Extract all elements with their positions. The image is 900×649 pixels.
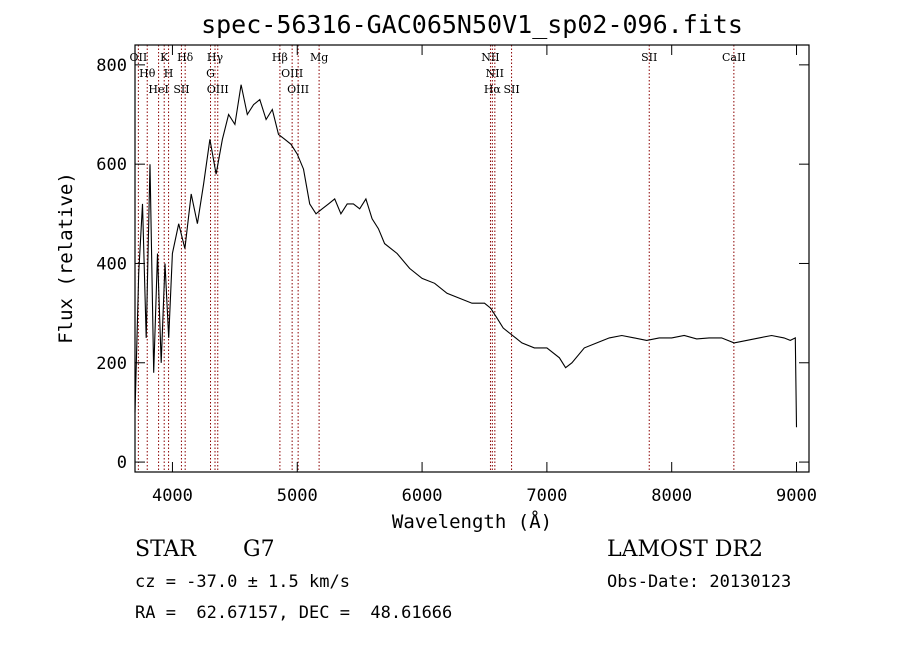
chart-title: spec-56316-GAC065N50V1_sp02-096.fits [201, 10, 743, 39]
plot-frame [134, 44, 810, 473]
spectral-line-label: OIII [281, 67, 303, 80]
spectral-line-label: SII [503, 83, 519, 96]
spectral-line-label: NII [481, 51, 499, 64]
spectral-line-label: SII [641, 51, 657, 64]
y-axis-label: Flux (relative) [55, 172, 77, 344]
spectral-line-label: K [160, 51, 169, 64]
y-tick-label: 800 [96, 56, 127, 76]
object-class: STAR [135, 537, 196, 562]
spectrum-chart: spec-56316-GAC065N50V1_sp02-096.fits OII… [55, 10, 817, 533]
x-axis-label: Wavelength (Å) [392, 510, 552, 533]
spectral-line-label: Hα [484, 83, 502, 96]
spectral-line-label: Hδ [177, 51, 194, 64]
spectral-line-label: Mg [310, 51, 328, 64]
x-tick-label: 7000 [526, 486, 567, 506]
spectral-line-label: Hβ [272, 51, 288, 64]
y-tick-label: 200 [96, 354, 127, 374]
spectrum-line [134, 84, 798, 428]
x-tick-label: 4000 [152, 486, 193, 506]
spectral-line-label: SII [173, 83, 189, 96]
spectral-line-label: OII [130, 51, 148, 64]
spectral-line-label: Hγ [207, 51, 224, 64]
x-tick-label: 9000 [776, 486, 817, 506]
y-tick-label: 0 [117, 453, 127, 473]
spectral-line-label: H [164, 67, 174, 80]
x-axis-ticks: 4000 5000 6000 7000 8000 9000 [152, 45, 817, 506]
object-subclass: G7 [243, 537, 275, 562]
redshift-line: cz = -37.0 ± 1.5 km/s [135, 572, 350, 592]
spectral-line-label: Hθ [139, 67, 156, 80]
survey-label: LAMOST DR2 [607, 537, 763, 562]
spectral-line-label: CaII [722, 51, 746, 64]
obs-date: Obs-Date: 20130123 [607, 572, 792, 592]
y-axis-ticks: 0 200 400 600 800 [96, 56, 809, 473]
spectral-line-label: OIII [287, 83, 309, 96]
spectral-line-label: HeI [148, 83, 168, 96]
y-tick-label: 400 [96, 254, 127, 274]
x-tick-label: 5000 [277, 486, 318, 506]
coordinates-line: RA = 62.67157, DEC = 48.61666 [135, 603, 453, 623]
spectral-line-label: G [206, 67, 215, 80]
x-tick-label: 8000 [651, 486, 692, 506]
spectral-line-label: OIII [207, 83, 229, 96]
x-tick-label: 6000 [402, 486, 443, 506]
spectral-line-labels: OII Hθ HeI KH SII Hδ Hγ G OIII Hβ OIII OIII Mg NII NII… [130, 51, 746, 96]
y-tick-label: 600 [96, 155, 127, 175]
spectral-line-label: NII [486, 67, 504, 80]
spectral-line-markers [137, 45, 735, 472]
